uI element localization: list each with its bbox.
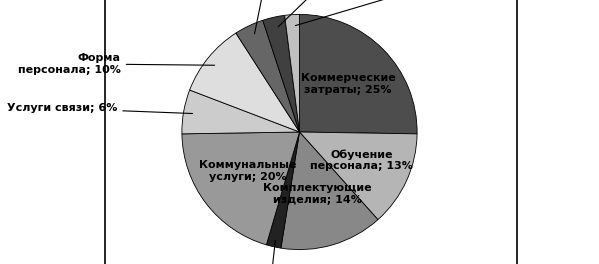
- Text: Форма
персонала; 10%: Форма персонала; 10%: [18, 53, 214, 75]
- Text: Комплектующие
изделия; 14%: Комплектующие изделия; 14%: [264, 183, 372, 205]
- Text: Быт.химия; 4%: Быт.химия; 4%: [216, 0, 312, 34]
- Wedge shape: [182, 90, 300, 134]
- Wedge shape: [236, 20, 300, 132]
- Text: Коммунальные
услуги; 20%: Коммунальные услуги; 20%: [199, 160, 297, 182]
- Text: Обучение
персонала; 13%: Обучение персонала; 13%: [310, 149, 413, 171]
- Wedge shape: [285, 15, 300, 132]
- Text: Прочее; 2%: Прочее; 2%: [295, 0, 459, 26]
- Bar: [105, 0, 517, 264]
- Text: Канцтовары; 3%: Канцтовары; 3%: [268, 0, 374, 27]
- Wedge shape: [300, 132, 417, 220]
- Text: Услуги
охранного
агентства; 2%: Услуги охранного агентства; 2%: [225, 240, 315, 264]
- Wedge shape: [267, 132, 300, 248]
- Wedge shape: [281, 132, 378, 249]
- Wedge shape: [300, 15, 417, 134]
- Text: Коммерческие
затраты; 25%: Коммерческие затраты; 25%: [301, 73, 395, 95]
- Wedge shape: [182, 132, 300, 245]
- Wedge shape: [263, 15, 300, 132]
- Wedge shape: [190, 33, 300, 132]
- Text: Услуги связи; 6%: Услуги связи; 6%: [7, 103, 192, 114]
